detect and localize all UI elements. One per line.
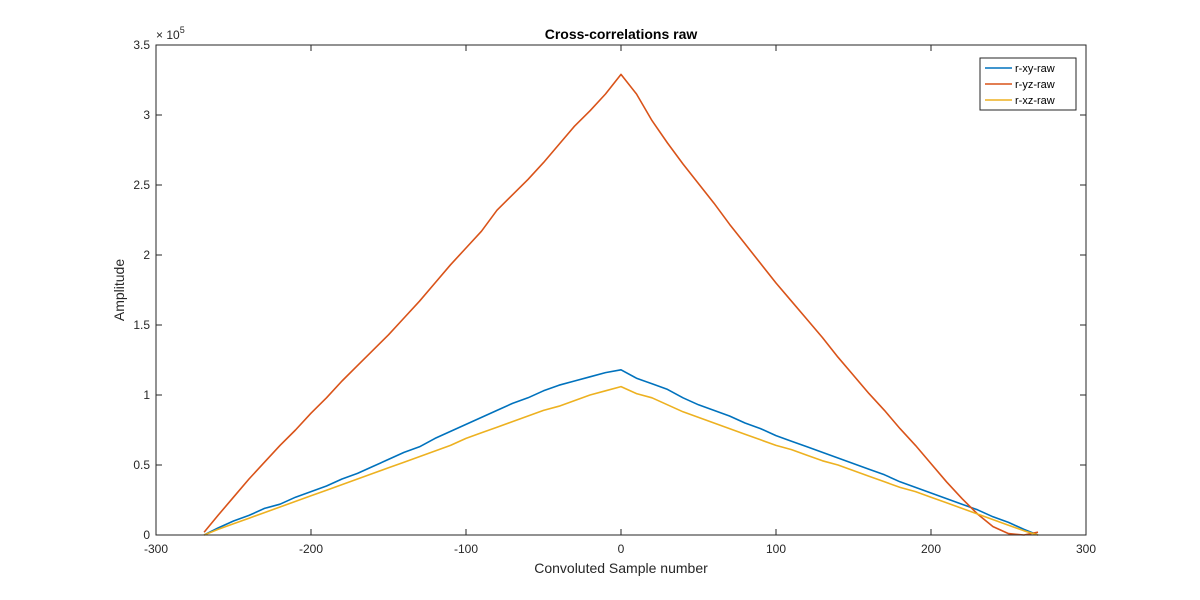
x-tick-label: -100 [454,542,478,556]
y-tick-label: 0 [143,528,150,542]
plot-area [156,45,1086,535]
legend-entry-r-xy-raw: r-xy-raw [1015,63,1055,75]
y-tick-label: 0.5 [133,458,150,472]
series-line-r-xy-raw [203,368,1039,536]
y-axis-label: Amplitude [111,259,127,321]
legend-entry-r-xz-raw: r-xz-raw [1015,95,1055,107]
y-exponent-power: 5 [180,25,185,35]
x-tick-label: -300 [144,542,168,556]
x-tick-label: 300 [1076,542,1096,556]
x-tick-label: 100 [766,542,786,556]
legend: r-xy-raw r-yz-raw r-xz-raw [979,57,1077,111]
series-layer [203,73,1039,536]
x-tick-label: 200 [921,542,941,556]
legend-entry-r-yz-raw: r-yz-raw [1015,79,1055,91]
x-tick-label: -200 [299,542,323,556]
y-tick-label: 3 [143,108,150,122]
y-axis-exponent: × 105 [156,25,185,42]
y-tick-label: 1.5 [133,318,150,332]
series-line-r-xz-raw [203,385,1039,536]
series-line-r-yz-raw [203,73,1039,536]
y-exponent-base: × 10 [156,28,180,42]
y-axis-ticks: 0 0.5 1 1.5 2 2.5 3 3.5 [133,38,1086,542]
chart-title: Cross-correlations raw [545,26,698,42]
x-tick-label: 0 [618,542,625,556]
x-axis-label: Convoluted Sample number [534,560,708,576]
y-tick-label: 2 [143,248,150,262]
x-axis-ticks: -300 -200 -100 0 100 200 300 [144,45,1096,556]
y-tick-label: 2.5 [133,178,150,192]
y-tick-label: 3.5 [133,38,150,52]
y-tick-label: 1 [143,388,150,402]
